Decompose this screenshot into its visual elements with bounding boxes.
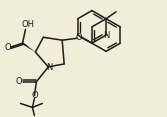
Polygon shape — [22, 42, 35, 52]
Text: N: N — [46, 63, 52, 72]
Text: O: O — [4, 43, 11, 52]
Text: O: O — [76, 33, 82, 42]
Text: OH: OH — [22, 20, 35, 29]
Text: O: O — [31, 91, 38, 100]
Text: N: N — [103, 31, 110, 40]
Text: O: O — [15, 77, 22, 86]
